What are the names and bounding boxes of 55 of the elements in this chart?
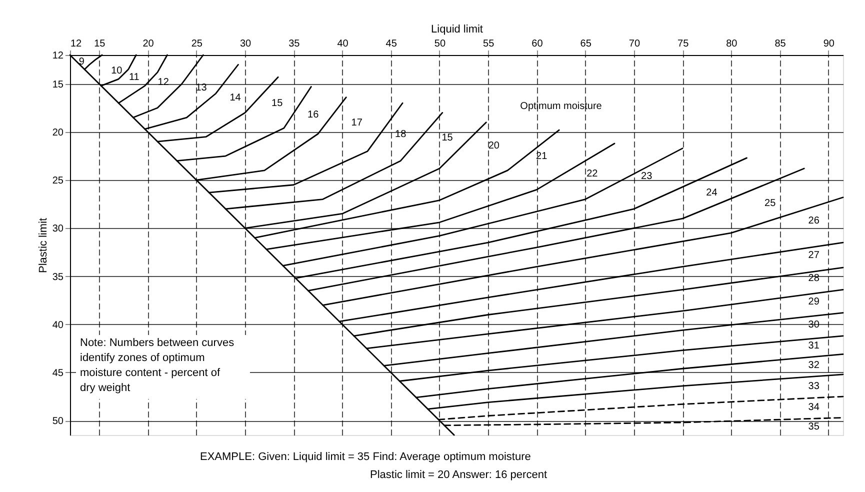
y-tick-label: 45 <box>52 368 64 379</box>
x-tick-label: 75 <box>678 38 690 50</box>
annotation: 32 <box>808 360 820 371</box>
x-axis-title: Liquid limit <box>431 24 483 36</box>
annotation: 21 <box>536 151 548 162</box>
annotation: 13 <box>196 82 208 94</box>
y-axis-title: Plastic limit <box>37 218 50 274</box>
y-tick-label: 35 <box>52 272 64 283</box>
x-tick-label: 80 <box>726 38 738 50</box>
y-tick-label: 12 <box>52 50 64 62</box>
x-tick-label: 50 <box>434 38 446 50</box>
x-tick-label: 25 <box>191 38 203 50</box>
x-tick-label: 45 <box>386 38 398 50</box>
x-tick-label: 55 <box>483 38 495 50</box>
annotation: 25 <box>764 198 776 210</box>
annotation: 24 <box>706 188 718 199</box>
annotation: 31 <box>808 340 820 352</box>
y-tick-label: 40 <box>52 320 64 331</box>
y-tick-label: 20 <box>52 127 64 138</box>
annotation: 11 <box>128 72 140 84</box>
annotation: Optimum moisture <box>520 100 602 112</box>
y-tick-label: 50 <box>52 416 64 428</box>
x-tick-label: 85 <box>774 38 786 50</box>
text: EXAMPLE: Given: Liquid limit = 35 Find: Average optimum moisture <box>200 451 531 463</box>
annotation: 26 <box>808 215 820 226</box>
x-tick-label: 60 <box>532 38 544 50</box>
annotation: 22 <box>586 168 598 180</box>
y-tick-label: 25 <box>52 176 64 187</box>
annotation: 17 <box>351 117 363 128</box>
x-tick-label: 40 <box>337 38 349 50</box>
x-tick-label: 12 <box>70 38 82 50</box>
x-tick-label: 65 <box>580 38 592 50</box>
annotation: 34 <box>808 402 820 414</box>
annotation: 9 <box>78 56 85 68</box>
y-tick-label: 15 <box>52 79 64 90</box>
annotation: 14 <box>230 92 242 104</box>
x-tick-label: 35 <box>288 38 300 50</box>
annotation: Note: Numbers between curves identify zones of optimum moisture content - percent of dry weight <box>80 337 235 394</box>
annotation: 10 <box>111 65 123 76</box>
x-tick-label: 20 <box>142 38 154 50</box>
annotation: 33 <box>808 380 820 392</box>
annotation: 27 <box>808 250 820 262</box>
annotation: 35 <box>808 421 820 432</box>
annotation: 29 <box>808 296 820 308</box>
y-tick-label: 30 <box>52 224 64 235</box>
x-tick-label: 90 <box>823 38 835 50</box>
annotation: 23 <box>641 171 653 182</box>
x-tick-label: 70 <box>628 38 640 50</box>
x-tick-label: 15 <box>94 38 106 50</box>
annotation: 15 <box>272 98 284 110</box>
x-tick-label: 30 <box>240 38 252 50</box>
annotation: 16 <box>308 110 320 121</box>
text: Plastic limit = 20 Answer: 16 percent <box>370 469 547 481</box>
annotation: 15 <box>442 132 454 144</box>
annotation: 20 <box>488 140 500 152</box>
